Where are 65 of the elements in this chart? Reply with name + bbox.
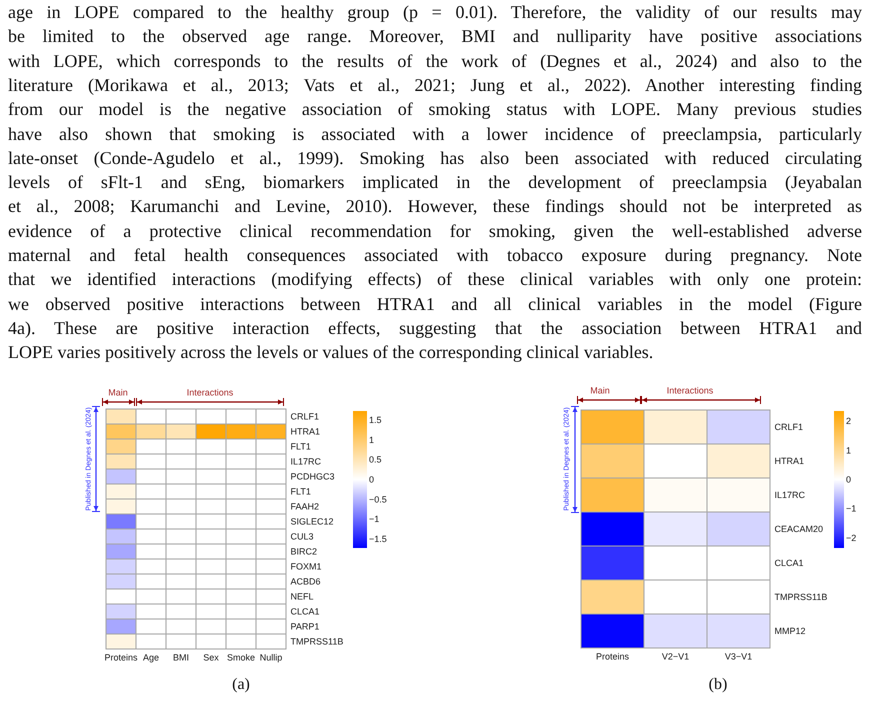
y-tick-label: ACBD6 bbox=[290, 576, 321, 586]
text: have also shown that smoking is associated with a lower incidence of preeclampsia, particularly bbox=[8, 122, 862, 146]
text: 4a). These are positive interaction effects, suggesting that the association between HTRA1 and bbox=[8, 316, 862, 340]
text: evidence of a protective clinical recommendation for smoking, given the well-established adverse bbox=[8, 220, 862, 243]
text: (a) bbox=[232, 676, 250, 693]
y-tick-label: IL17RC bbox=[774, 490, 806, 500]
x-tick-label: BMI bbox=[172, 652, 190, 662]
color-bar-label: −1 bbox=[369, 514, 380, 524]
y-tick-label: PARP1 bbox=[290, 622, 320, 632]
y-tick-label: NEFL bbox=[290, 592, 314, 602]
text: literature (Morikawa et al., 2013; Vats et al., 2021; Jung et al., 2022). Another interesting finding bbox=[8, 74, 862, 97]
text: from our model is the negative association of smoking status with LOPE. Many previous studies bbox=[8, 98, 862, 122]
y-tick-label: CLCA1 bbox=[774, 558, 804, 568]
text: Main bbox=[108, 388, 128, 398]
y-tick-label: FLT1 bbox=[290, 486, 311, 496]
text: et al., 2008; Karumanchi and Levine, 2010). However, these findings should not be interpreted as bbox=[8, 195, 862, 218]
color-bar-label: 1 bbox=[846, 445, 852, 456]
y-tick-label: FOXM1 bbox=[290, 562, 322, 572]
y-tick-label: TMPRSS11B bbox=[774, 592, 828, 602]
color-bar-label: −1.5 bbox=[369, 534, 387, 544]
text: Interactions bbox=[186, 388, 234, 398]
y-tick-label: CEACAM20 bbox=[774, 524, 824, 534]
y-tick-label: IL17RC bbox=[290, 456, 322, 466]
y-tick-label: SIGLEC12 bbox=[290, 516, 334, 526]
y-tick-label: PCDHGC3 bbox=[290, 472, 335, 482]
x-tick-label: Sex bbox=[203, 652, 220, 662]
y-tick-label: BIRC2 bbox=[290, 546, 318, 556]
color-bar-label: 0.5 bbox=[369, 454, 382, 465]
text: with LOPE, which corresponds to the results of the work of (Degnes et al., 2024) and also to the bbox=[8, 50, 862, 73]
text: age in LOPE compared to the healthy group (p = 0.01). Therefore, the validity of our results may bbox=[8, 1, 862, 24]
text: be limited to the observed age range. Moreover, BMI and nulliparity have positive associations bbox=[8, 25, 862, 48]
text: late-onset (Conde-Agudelo et al., 1999). Smoking has also been associated with reduced circulating bbox=[8, 146, 862, 170]
text: maternal and fetal health consequences associated with tobacco exposure during pregnancy. Note bbox=[8, 244, 862, 267]
text: Interactions bbox=[666, 386, 714, 396]
x-tick-label: Age bbox=[142, 652, 160, 662]
color-bar-label: −0.5 bbox=[369, 494, 387, 504]
text: Main bbox=[590, 386, 610, 396]
y-tick-label: CUL3 bbox=[290, 532, 314, 542]
color-bar-label: 1 bbox=[369, 434, 374, 445]
y-tick-label: HTRA1 bbox=[774, 456, 804, 466]
color-bar-label: 2 bbox=[846, 416, 852, 426]
text: levels of sFlt-1 and sEng, biomarkers implicated in the development of preeclampsia (Jeyabalan bbox=[8, 171, 862, 194]
y-tick-label: MMP12 bbox=[774, 626, 806, 636]
y-tick-label: CRLF1 bbox=[290, 412, 320, 422]
text: we observed positive interactions between HTRA1 and all clinical variables in the model (Figure bbox=[8, 292, 862, 316]
x-tick-label: Proteins bbox=[104, 652, 138, 662]
x-tick-label: Nullip bbox=[260, 652, 282, 662]
text: (b) bbox=[708, 676, 728, 693]
x-tick-label: V3−V1 bbox=[724, 652, 752, 662]
text: that we identified interactions (modifying effects) of these clinical variables with only one protein: bbox=[8, 268, 862, 292]
y-tick-label: CLCA1 bbox=[290, 606, 320, 616]
color-bar-label: 0 bbox=[846, 474, 852, 484]
y-tick-label: CRLF1 bbox=[774, 422, 804, 432]
text: LOPE varies positively across the levels or values of the corresponding clinical variables. bbox=[8, 341, 654, 364]
y-tick-label: TMPRSS11B bbox=[290, 636, 344, 646]
color-bar-label: −1 bbox=[846, 504, 856, 514]
y-tick-label: FAAH2 bbox=[290, 502, 320, 512]
x-tick-label: Proteins bbox=[596, 652, 630, 662]
x-tick-label: Smoke bbox=[226, 652, 256, 662]
color-bar-label: 0 bbox=[369, 474, 374, 484]
color-bar-label: −2 bbox=[846, 532, 856, 543]
y-tick-label: FLT1 bbox=[290, 442, 311, 452]
y-tick-label: HTRA1 bbox=[290, 426, 320, 436]
color-bar-label: 1.5 bbox=[369, 415, 382, 426]
x-tick-label: V2−V1 bbox=[662, 652, 690, 662]
